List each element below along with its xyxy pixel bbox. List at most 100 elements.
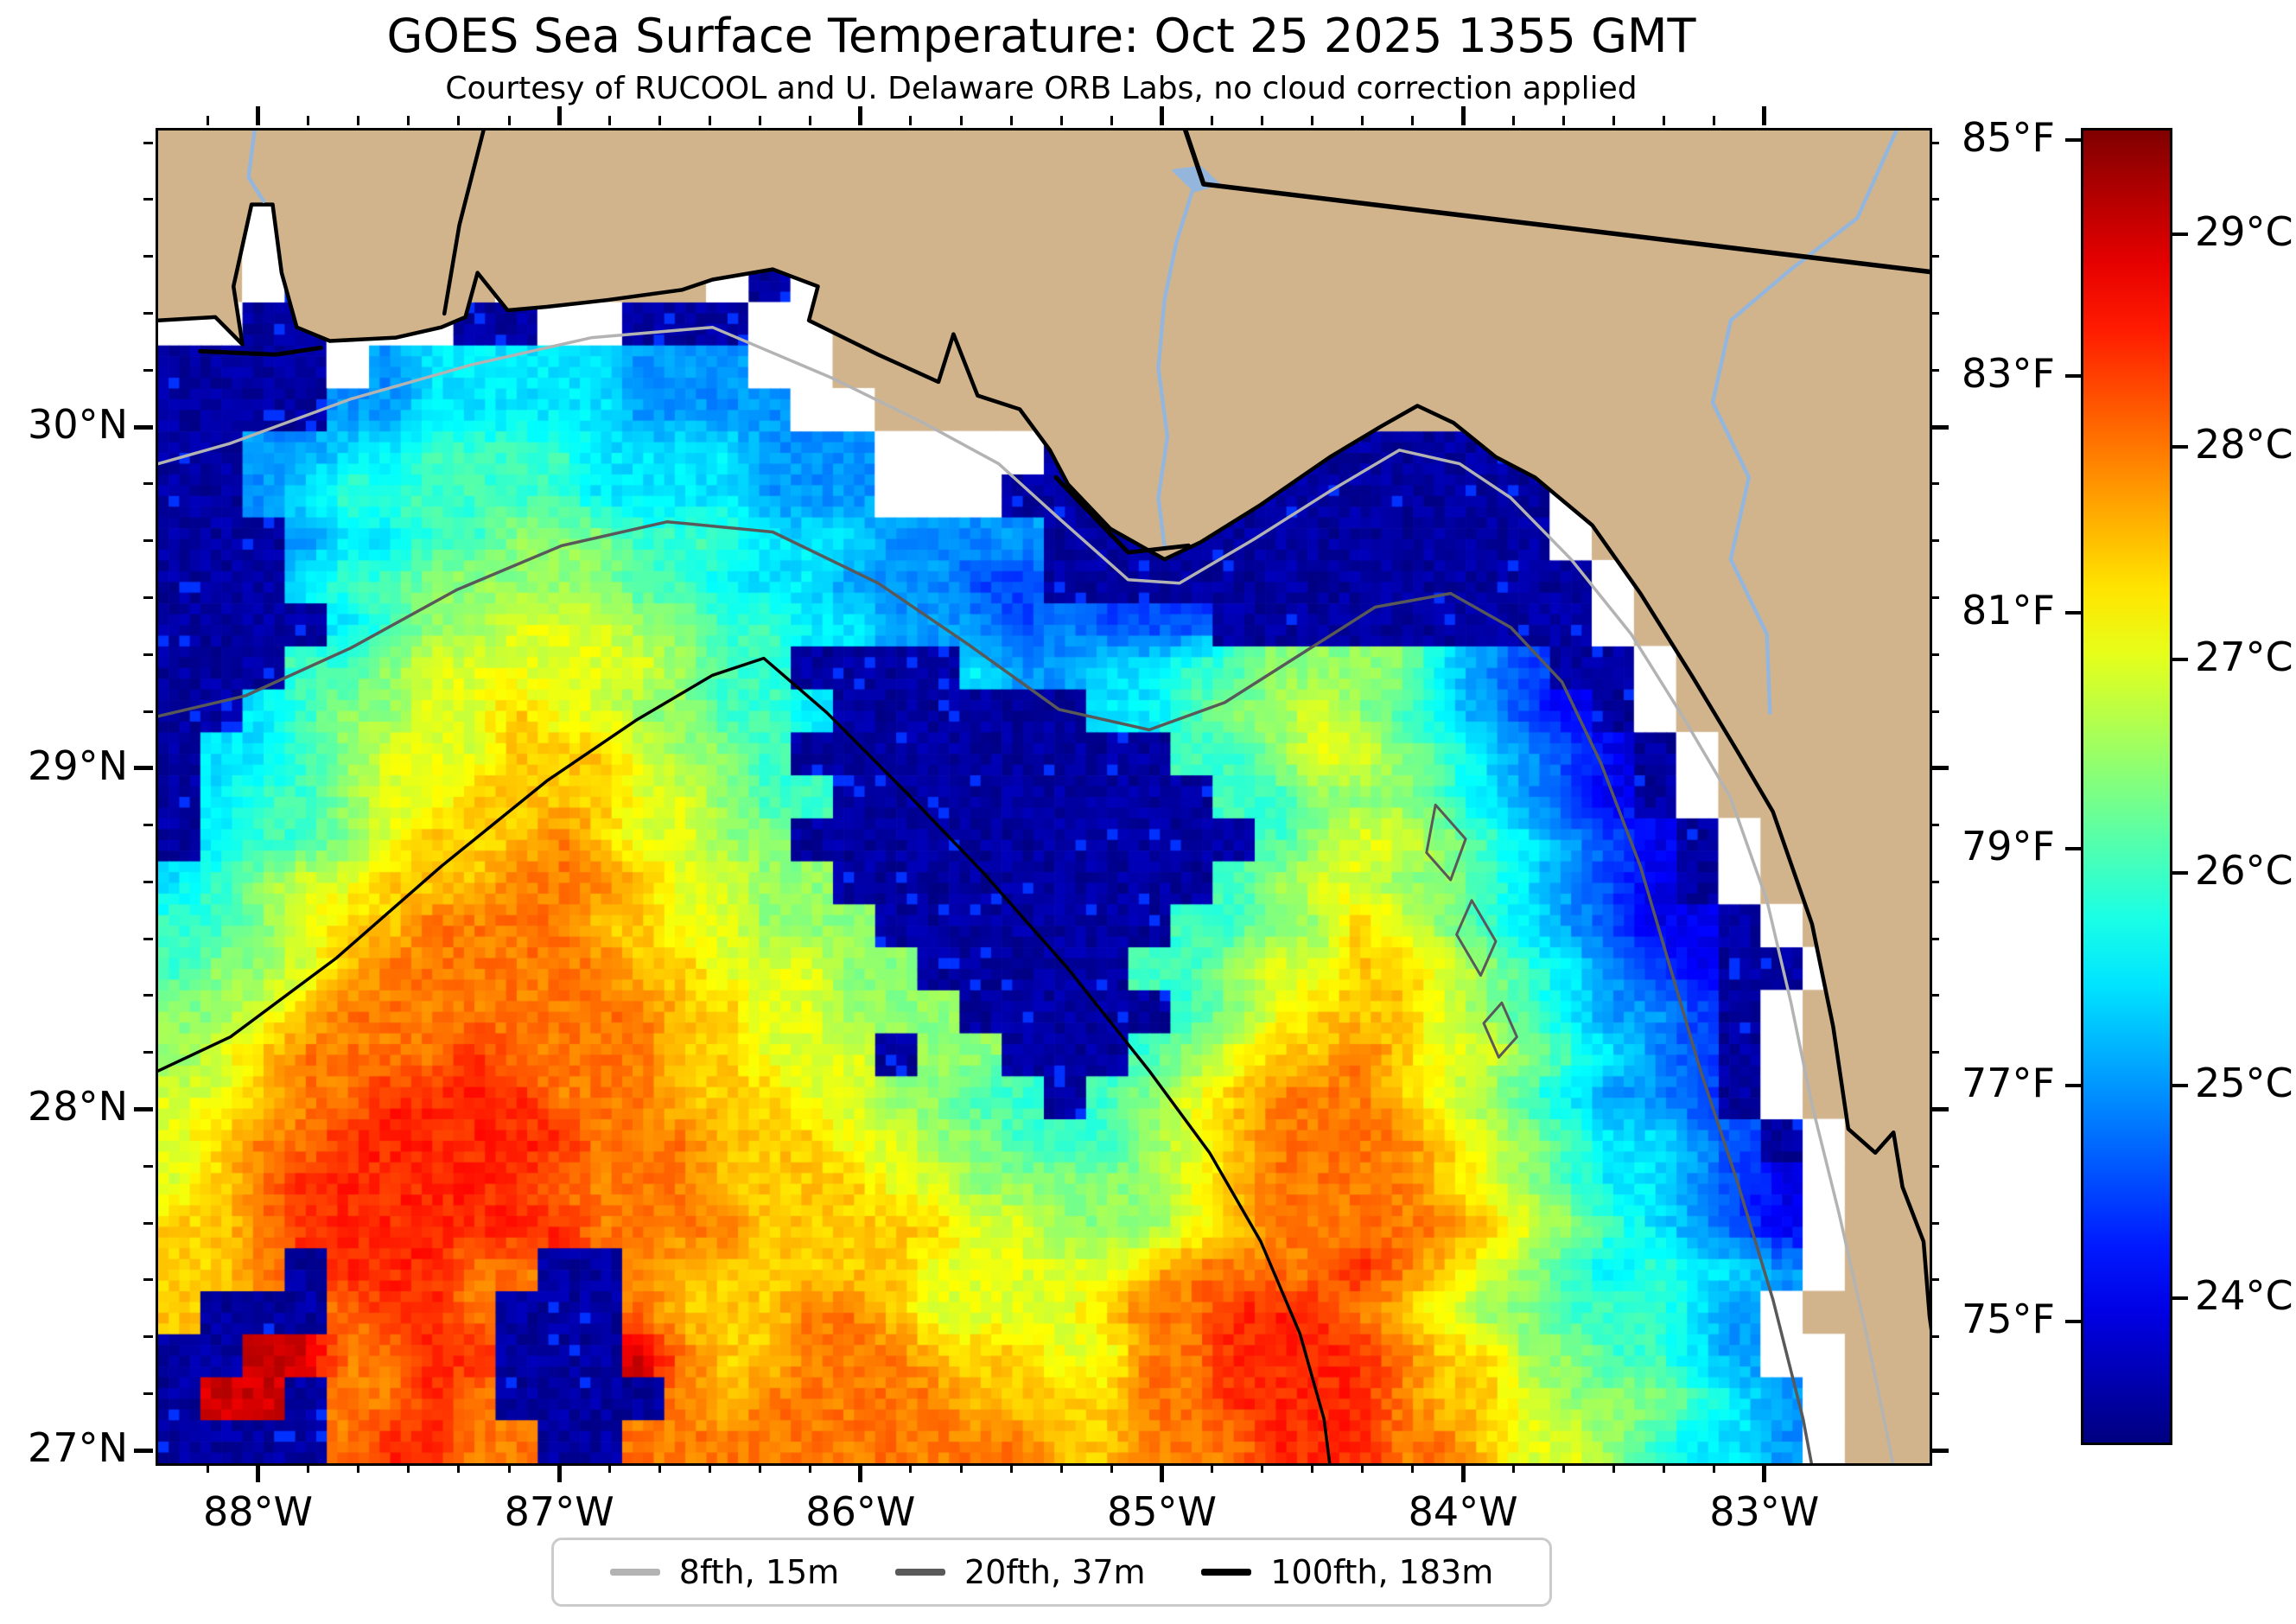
x-tick: [1110, 1463, 1113, 1473]
x-tick: [909, 1463, 913, 1473]
y-tick: [143, 1278, 153, 1282]
x-tick-top: [1159, 106, 1164, 125]
x-tick-top: [256, 106, 260, 125]
x-tick: [507, 1463, 511, 1473]
x-tick-top: [557, 106, 562, 125]
x-tick-top: [206, 116, 209, 125]
y-tick-right: [1930, 424, 1949, 430]
x-tick-top: [607, 116, 611, 125]
colorbar-f-label: 85°F: [1962, 113, 2055, 161]
y-tick: [134, 1106, 153, 1111]
x-tick-top: [1361, 116, 1364, 125]
x-tick-top: [1261, 116, 1264, 125]
x-tick-top: [1211, 116, 1214, 125]
geography-overlay: [158, 131, 1930, 1463]
map-plot-area: [156, 128, 1932, 1466]
y-tick-right: [1930, 824, 1939, 827]
x-tick: [1663, 1463, 1666, 1473]
colorbar-c-tick: [2172, 1296, 2188, 1300]
x-tick: [1211, 1463, 1214, 1473]
colorbar-c-tick: [2172, 232, 2188, 237]
x-tick: [1361, 1463, 1364, 1473]
colorbar-f-tick: [2065, 137, 2081, 142]
y-tick-right: [1930, 1448, 1949, 1453]
x-tick-top: [809, 116, 812, 125]
colorbar-f-label: 75°F: [1962, 1296, 2055, 1343]
state-border-al-fl: [442, 131, 486, 316]
y-tick-right: [1930, 937, 1939, 940]
legend-line-100fth-swatch: [1201, 1569, 1252, 1576]
y-tick-right: [1930, 1106, 1949, 1111]
y-tick-right: [1930, 766, 1949, 771]
y-tick-right: [1930, 994, 1939, 997]
x-tick-label: 87°W: [504, 1488, 614, 1535]
x-tick-label: 83°W: [1709, 1488, 1820, 1535]
y-tick: [143, 595, 153, 599]
y-tick: [143, 255, 153, 258]
x-tick-top: [507, 116, 511, 125]
y-tick: [143, 368, 153, 372]
x-tick-top: [759, 116, 762, 125]
legend-label-8fth: 8fth, 15m: [678, 1553, 840, 1591]
colorbar-f-label: 83°F: [1962, 350, 2055, 398]
x-tick-top: [1460, 106, 1466, 125]
colorbar-f-tick: [2065, 1320, 2081, 1324]
x-tick-top: [407, 116, 410, 125]
y-tick: [134, 424, 153, 430]
x-tick: [357, 1463, 360, 1473]
y-tick: [143, 312, 153, 315]
colorbar-f-label: 81°F: [1962, 586, 2055, 634]
x-tick: [256, 1463, 260, 1482]
x-tick: [307, 1463, 310, 1473]
x-tick: [607, 1463, 611, 1473]
y-tick-right: [1930, 1051, 1939, 1054]
river-line-2: [1710, 131, 1898, 715]
x-tick: [1713, 1463, 1716, 1473]
x-tick-top: [858, 106, 863, 125]
x-tick: [759, 1463, 762, 1473]
y-tick-right: [1930, 255, 1939, 258]
y-tick: [143, 1335, 153, 1339]
x-tick-top: [307, 116, 310, 125]
colorbar-c-label: 24°C: [2195, 1271, 2293, 1319]
x-tick-top: [1713, 116, 1716, 125]
x-tick: [858, 1463, 863, 1482]
x-tick-label: 85°W: [1106, 1488, 1217, 1535]
bathymetry-legend: 8fth, 15m 20fth, 37m 100fth, 183m: [551, 1538, 1552, 1607]
x-tick: [407, 1463, 410, 1473]
x-tick: [1561, 1463, 1565, 1473]
colorbar-f-tick: [2065, 374, 2081, 379]
colorbar-c-tick: [2172, 445, 2188, 449]
colorbar-f-tick: [2065, 610, 2081, 615]
x-tick: [1009, 1463, 1013, 1473]
y-tick-label: 28°N: [28, 1083, 128, 1130]
chart-subtitle: Courtesy of RUCOOL and U. Delaware ORB L…: [445, 71, 1638, 106]
y-tick: [143, 482, 153, 486]
x-tick-top: [1411, 116, 1415, 125]
colorbar-f-label: 79°F: [1962, 823, 2055, 870]
x-tick-top: [1110, 116, 1113, 125]
y-tick-right: [1930, 1392, 1939, 1395]
y-tick: [143, 994, 153, 997]
x-tick-top: [1059, 116, 1063, 125]
colorbar-c-tick: [2172, 658, 2188, 662]
y-tick: [134, 1448, 153, 1453]
x-tick: [1159, 1463, 1164, 1482]
x-tick-top: [909, 116, 913, 125]
y-tick: [143, 1164, 153, 1168]
x-tick-label: 84°W: [1408, 1488, 1518, 1535]
barrier-island-0: [198, 345, 323, 357]
y-tick-right: [1930, 539, 1939, 543]
colorbar-c-tick: [2172, 870, 2188, 875]
river-line-1: [1156, 182, 1197, 548]
x-tick-top: [1762, 106, 1767, 125]
river-line-0: [246, 131, 266, 203]
y-tick-right: [1930, 368, 1939, 372]
colorbar: [2081, 128, 2172, 1445]
y-tick: [143, 198, 153, 201]
y-tick-right: [1930, 1278, 1939, 1282]
y-tick: [143, 937, 153, 940]
contour-20fth-shoal-loop: [1455, 899, 1498, 978]
x-tick: [1511, 1463, 1515, 1473]
x-tick: [206, 1463, 209, 1473]
